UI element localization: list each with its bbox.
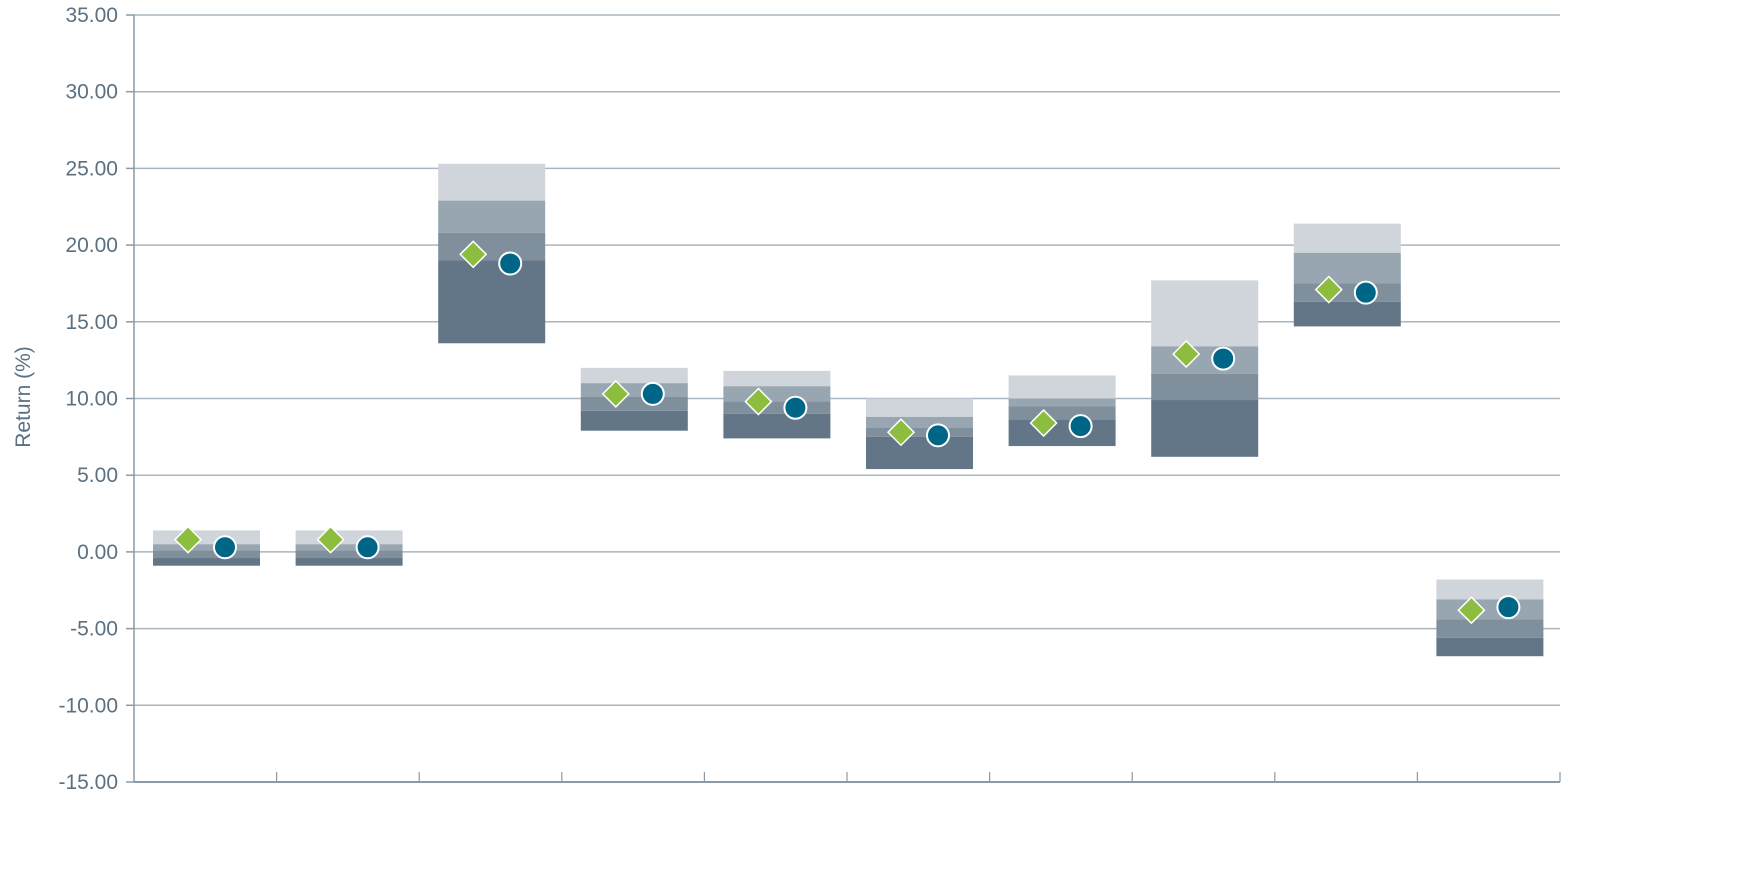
y-tick-label: 20.00 [65, 234, 118, 257]
bars [153, 163, 1544, 657]
axes [126, 14, 1561, 783]
bar-group [438, 163, 546, 344]
band-median-75th [723, 401, 831, 414]
y-axis-title: Return (%) [12, 346, 35, 448]
band-5th-25th [866, 398, 973, 417]
bar-group [1293, 223, 1401, 327]
circle-marker [355, 535, 380, 560]
circle-marker [783, 395, 808, 420]
diamond-marker [1314, 275, 1343, 304]
band-75th-95th [295, 558, 403, 566]
bar-group [866, 398, 973, 470]
circle-marker [1353, 280, 1378, 305]
band-25th-median [1008, 398, 1116, 407]
band-25th-median [438, 200, 546, 233]
diamond-marker [1029, 408, 1058, 438]
band-25th-median [295, 544, 403, 551]
band-75th-95th [723, 413, 831, 439]
band-25th-median [1293, 252, 1401, 284]
markers [173, 240, 1521, 625]
y-tick-label: -15.00 [58, 771, 118, 794]
band-median-75th [1008, 406, 1116, 420]
band-median-75th [866, 427, 973, 437]
bar-group [1151, 280, 1259, 457]
diamond-marker [601, 379, 630, 408]
band-5th-25th [580, 367, 688, 384]
y-tick-label: 5.00 [77, 464, 118, 487]
band-5th-25th [295, 530, 403, 545]
diamond-marker [886, 418, 916, 447]
band-5th-25th [1436, 579, 1544, 600]
bar-group [1436, 579, 1544, 657]
y-tick-label: 35.00 [65, 4, 118, 27]
band-25th-median [723, 386, 831, 402]
diamond-marker [173, 525, 203, 554]
band-median-75th [1151, 373, 1259, 401]
band-75th-95th [1436, 637, 1544, 657]
y-tick-label: -10.00 [58, 694, 118, 717]
band-75th-95th [438, 260, 546, 344]
band-5th-25th [438, 163, 546, 201]
band-75th-95th [153, 558, 260, 566]
band-25th-median [1436, 599, 1544, 620]
y-tick-label: 0.00 [77, 541, 118, 564]
y-tick-label: 10.00 [65, 388, 118, 411]
circle-marker [498, 251, 523, 276]
band-median-75th [438, 232, 546, 261]
circle-marker [640, 381, 665, 406]
diamond-marker [459, 240, 488, 269]
band-median-75th [153, 550, 260, 559]
band-5th-25th [153, 530, 260, 545]
circle-marker [926, 423, 950, 448]
band-median-75th [1293, 283, 1401, 302]
y-tick-label: 25.00 [65, 157, 118, 180]
diamond-marker [1457, 596, 1486, 625]
bar-group [295, 530, 403, 566]
y-tick-label: 30.00 [65, 81, 118, 104]
circle-marker [213, 535, 237, 560]
band-25th-median [153, 544, 260, 551]
tick-labels: 35.00 30.00 25.00 20.00 15.00 10.00 5.00 0.00 -5… [58, 4, 118, 794]
band-75th-95th [1008, 419, 1116, 447]
band-median-75th [580, 396, 688, 411]
band-median-75th [295, 550, 403, 559]
band-75th-95th [1293, 301, 1401, 327]
band-25th-median [866, 416, 973, 428]
bar-group [580, 367, 688, 431]
diamond-marker [316, 525, 345, 554]
band-5th-25th [1008, 375, 1116, 399]
band-5th-25th [1151, 280, 1259, 347]
circle-marker [1211, 346, 1236, 371]
y-tick-label: 15.00 [65, 311, 118, 334]
band-median-75th [1436, 619, 1544, 638]
band-75th-95th [866, 436, 973, 470]
bar-group [723, 370, 831, 439]
band-25th-median [1151, 346, 1259, 374]
bar-group [153, 530, 260, 566]
band-5th-25th [723, 370, 831, 387]
circle-marker [1068, 414, 1093, 439]
bar-group [1008, 375, 1116, 447]
diamond-marker [744, 387, 773, 416]
grid-lines [134, 14, 1560, 783]
y-tick-label: -5.00 [70, 618, 118, 641]
circle-marker [1496, 595, 1521, 620]
diamond-marker [1172, 339, 1201, 369]
band-75th-95th [1151, 400, 1259, 457]
band-5th-25th [1293, 223, 1401, 253]
band-25th-median [580, 383, 688, 397]
band-75th-95th [580, 410, 688, 431]
